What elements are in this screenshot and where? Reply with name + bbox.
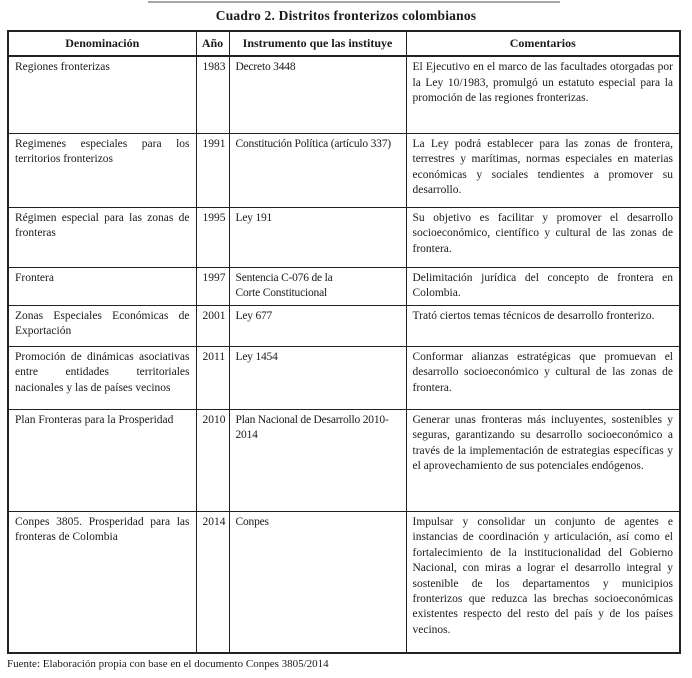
table-row: Frontera 1997 Sentencia C-076 de la Cort…	[7, 266, 681, 306]
cell-denominacion: Régimen especial para las zonas de front…	[7, 206, 197, 268]
table-row: Conpes 3805. Prosperidad para las fronte…	[7, 510, 681, 654]
cell-comentarios: Su objetivo es facilitar y promover el d…	[405, 206, 681, 268]
cell-ano: 1991	[195, 132, 230, 208]
column-header-ano: Año	[195, 30, 230, 58]
source-note: Fuente: Elaboración propia con base en e…	[7, 658, 329, 671]
cell-instrumento: Ley 677	[228, 304, 407, 347]
table-row: Regimenes especiales para los territorio…	[7, 132, 681, 208]
distritos-fronterizos-table: Denominación Año Instrumento que las ins…	[7, 30, 681, 655]
cell-instrumento: Ley 191	[228, 206, 407, 268]
cell-ano: 1983	[195, 55, 230, 134]
cell-denominacion: Plan Fronteras para la Prosperidad	[7, 408, 197, 512]
cell-ano: 2011	[195, 345, 230, 410]
cell-denominacion: Zonas Especiales Económicas de Exportaci…	[7, 304, 197, 347]
cell-comentarios: Delimitación jurídica del concepto de fr…	[405, 266, 681, 306]
cell-ano: 1995	[195, 206, 230, 268]
cell-ano: 2014	[195, 510, 230, 654]
cell-instrumento: Conpes	[228, 510, 407, 654]
table-caption: Cuadro 2. Distritos fronterizos colombia…	[215, 8, 477, 23]
table-row: Promoción de dinámicas asociativas entre…	[7, 345, 681, 410]
cell-instrumento: Constitución Política (artículo 337)	[228, 132, 407, 208]
cell-ano: 2001	[195, 304, 230, 347]
cell-comentarios: Conformar alianzas estratégicas que prom…	[405, 345, 681, 410]
cell-comentarios: Impulsar y consolidar un conjunto de age…	[405, 510, 681, 654]
cell-instrumento: Ley 1454	[228, 345, 407, 410]
cell-denominacion: Regimenes especiales para los territorio…	[7, 132, 197, 208]
cell-instrumento: Plan Nacional de Desarrollo 2010-2014	[228, 408, 407, 512]
table-row: Régimen especial para las zonas de front…	[7, 206, 681, 268]
cell-ano: 2010	[195, 408, 230, 512]
cell-comentarios: Generar unas fronteras más incluyentes, …	[405, 408, 681, 512]
scan-artifact	[148, 1, 560, 3]
cell-comentarios: Trató ciertos temas técnicos de desarrol…	[405, 304, 681, 347]
cell-instrumento: Decreto 3448	[228, 55, 407, 134]
cell-comentarios: La Ley podrá establecer para las zonas d…	[405, 132, 681, 208]
cell-instrumento: Sentencia C-076 de la Corte Constitucion…	[228, 266, 407, 306]
cell-denominacion: Promoción de dinámicas asociativas entre…	[7, 345, 197, 410]
column-header-instrumento: Instrumento que las instituye	[228, 30, 407, 58]
header-row: Denominación Año Instrumento que las ins…	[7, 30, 681, 58]
cell-denominacion: Regiones fronterizas	[7, 55, 197, 134]
table-row: Plan Fronteras para la Prosperidad 2010 …	[7, 408, 681, 512]
column-header-comentarios: Comentarios	[405, 30, 681, 58]
column-header-denominacion: Denominación	[7, 30, 197, 58]
cell-denominacion: Frontera	[7, 266, 197, 306]
table-row: Zonas Especiales Económicas de Exportaci…	[7, 304, 681, 347]
cell-comentarios: El Ejecutivo en el marco de las facultad…	[405, 55, 681, 134]
table-row: Regiones fronterizas 1983 Decreto 3448 E…	[7, 55, 681, 134]
cell-ano: 1997	[195, 266, 230, 306]
cell-denominacion: Conpes 3805. Prosperidad para las fronte…	[7, 510, 197, 654]
